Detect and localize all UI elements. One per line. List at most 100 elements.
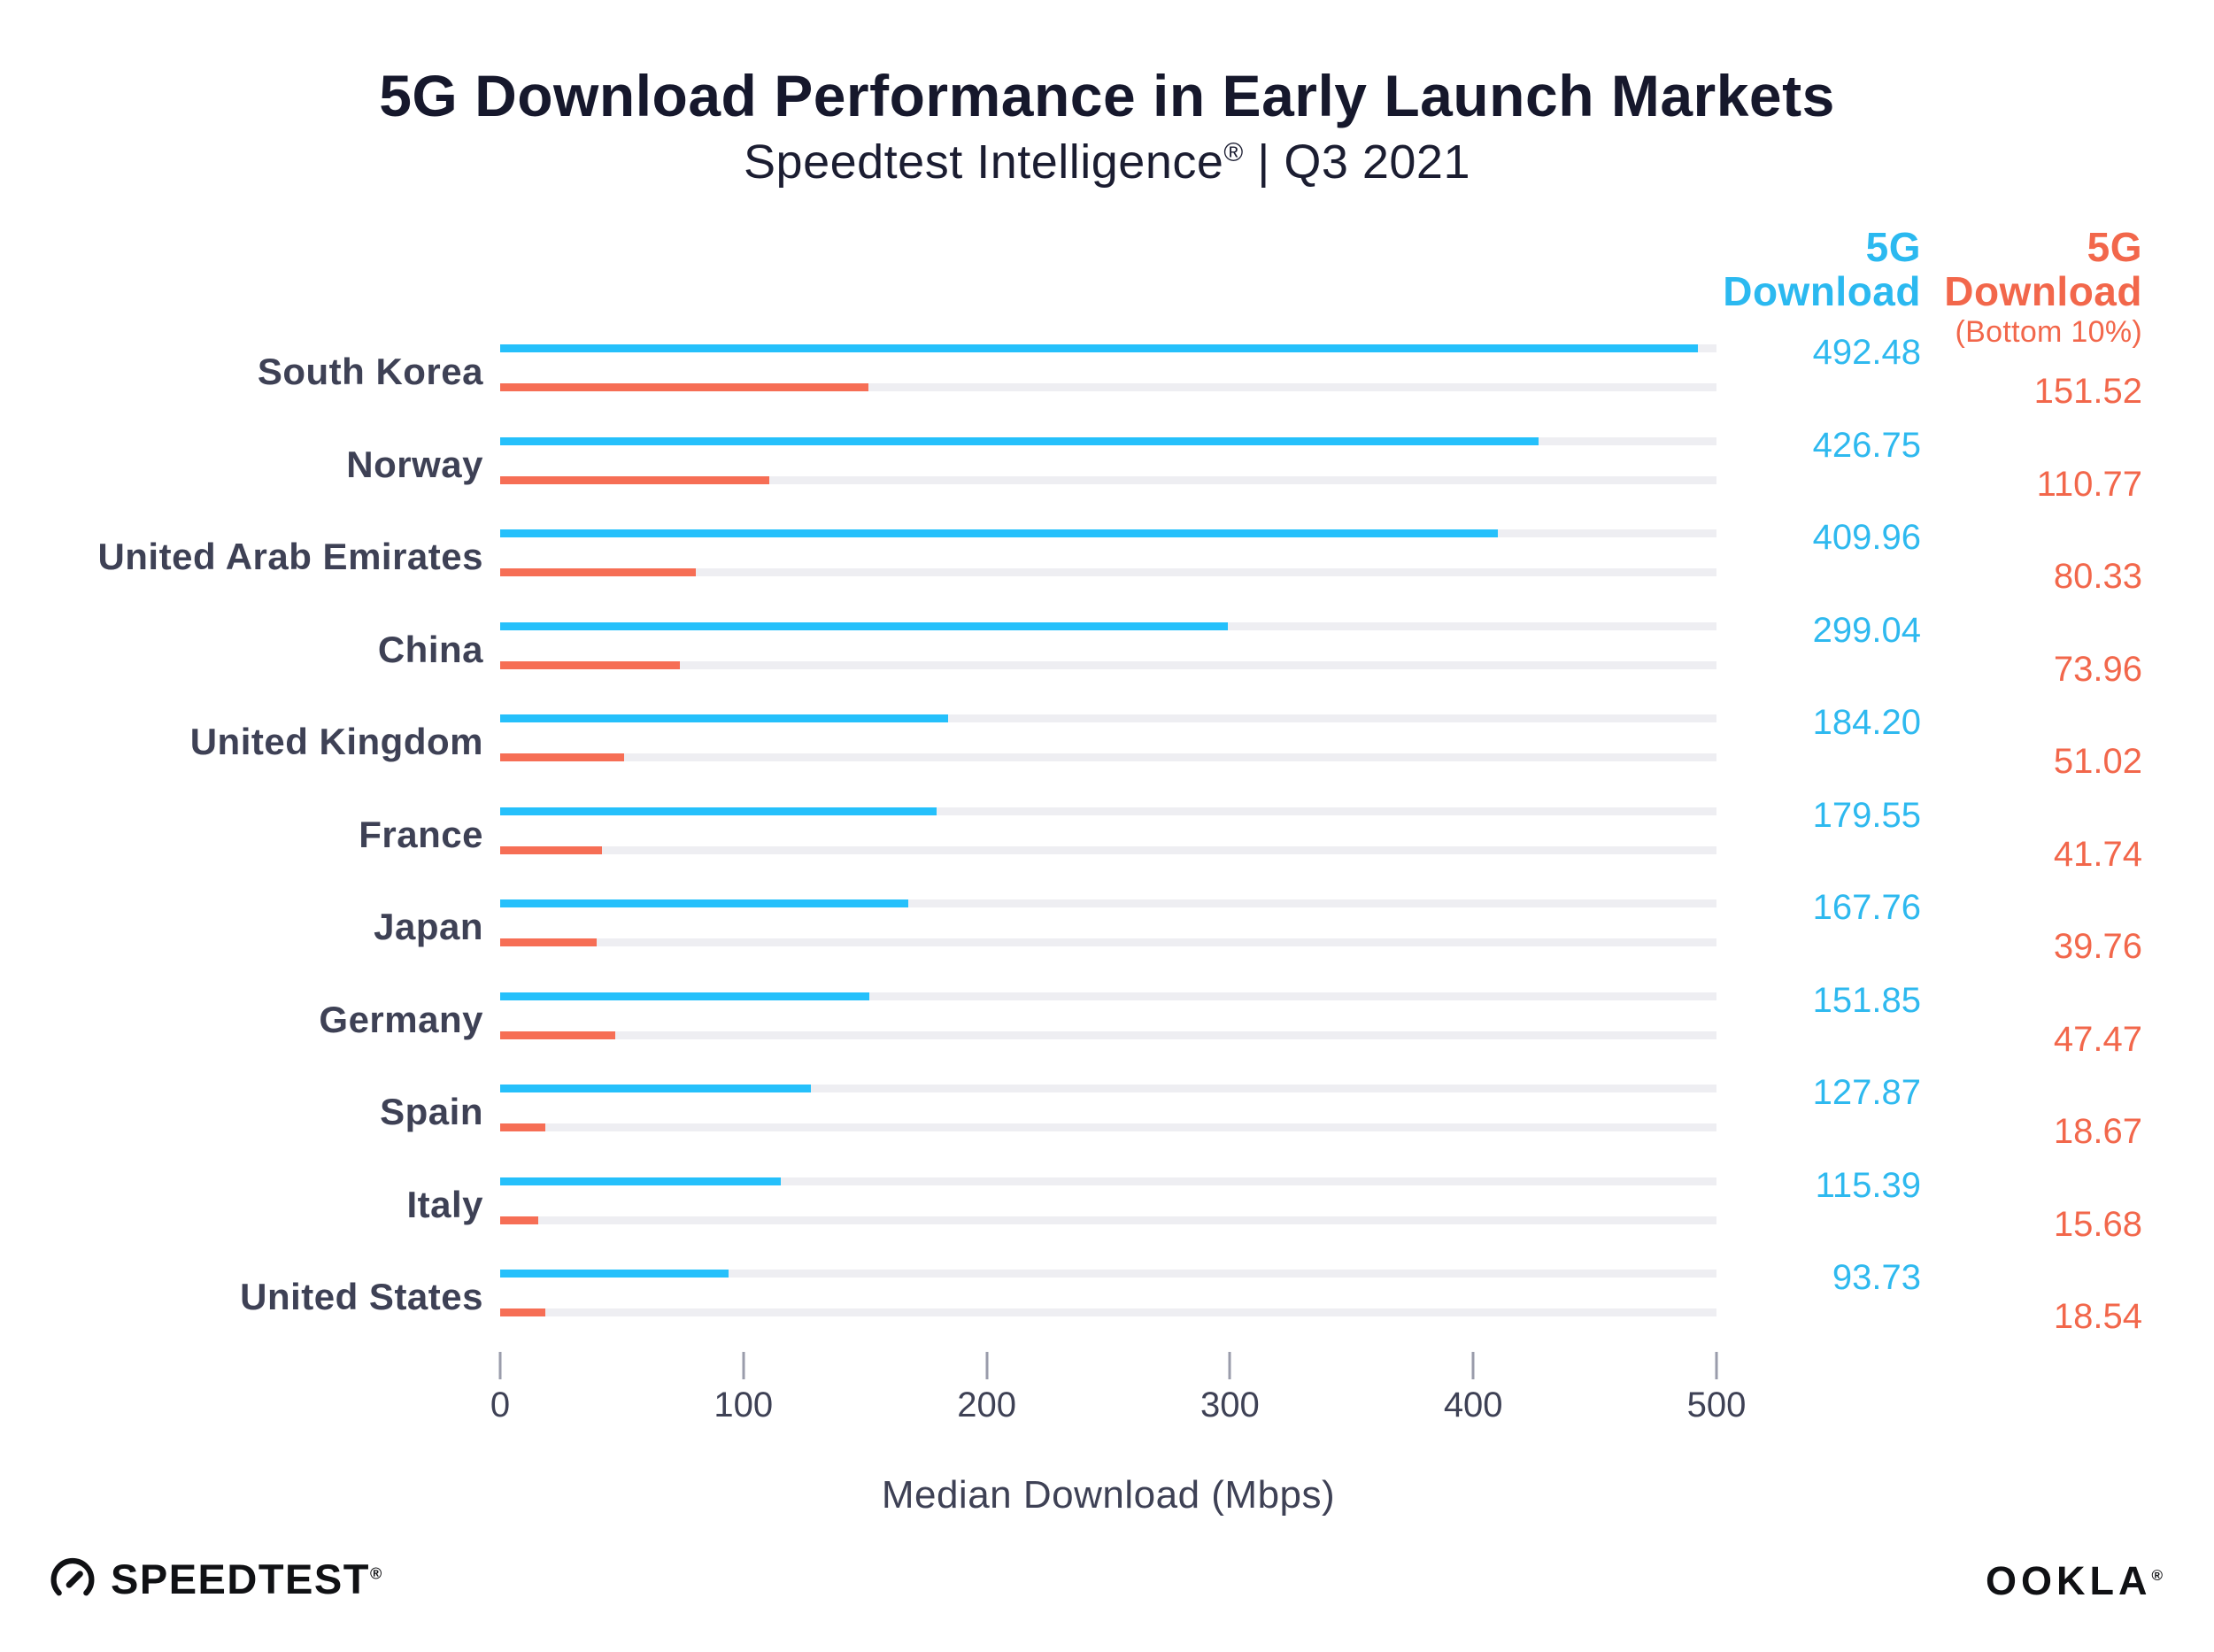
chart-row: United States 93.73 18.54	[0, 1258, 2214, 1354]
bar-5g-download-track	[500, 621, 1716, 630]
bar-5g-download	[500, 992, 870, 1000]
bar-5g-download-track	[500, 714, 1716, 722]
bar-5g-download-track	[500, 992, 1716, 1000]
country-label: France	[359, 813, 483, 855]
bar-5g-download	[500, 529, 1498, 537]
value-5g-download-bottom10: 47.47	[2053, 1019, 2142, 1059]
bar-5g-download-bottom10	[500, 1031, 616, 1039]
chart-row: Japan 167.76 39.76	[0, 888, 2214, 984]
x-axis-tick	[742, 1352, 745, 1379]
ookla-wordmark: OOKLA	[1985, 1558, 2152, 1603]
column-header-bottom10-line1: 5G	[2087, 224, 2142, 270]
subtitle-period: | Q3 2021	[1243, 135, 1470, 189]
bar-5g-download-track	[500, 436, 1716, 445]
bar-5g-download-bottom10-track	[500, 383, 1716, 391]
chart-row: France 179.55 41.74	[0, 795, 2214, 892]
bar-5g-download-track	[500, 807, 1716, 815]
value-5g-download: 179.55	[1812, 795, 1921, 835]
column-header-5g-download-line1: 5G	[1865, 224, 1921, 270]
bar-5g-download-bottom10	[500, 660, 681, 669]
bar-5g-download-bottom10	[500, 845, 602, 854]
chart-row: United Kingdom 184.20 51.02	[0, 703, 2214, 799]
bar-5g-download-bottom10	[500, 1123, 546, 1131]
bar-5g-download	[500, 344, 1699, 352]
value-5g-download: 184.20	[1812, 703, 1921, 742]
value-5g-download: 492.48	[1812, 333, 1921, 372]
country-label: Germany	[319, 998, 483, 1040]
bar-5g-download-bottom10	[500, 475, 770, 484]
ookla-registered-mark: ®	[2151, 1567, 2163, 1584]
column-header-5g-download-line2: Download	[1723, 268, 1921, 314]
value-5g-download: 127.87	[1812, 1073, 1921, 1112]
speedtest-registered-mark: ®	[369, 1564, 383, 1583]
bar-5g-download	[500, 899, 908, 907]
bar-5g-download-track	[500, 1270, 1716, 1278]
column-header-5g-download-bottom10: 5G Download (Bottom 10%)	[1944, 225, 2142, 351]
speedtest-logo: SPEEDTEST®	[49, 1555, 383, 1603]
value-5g-download-bottom10: 51.02	[2053, 742, 2142, 781]
chart-row: South Korea 492.48 151.52	[0, 333, 2214, 428]
country-label: United States	[240, 1276, 483, 1317]
value-5g-download: 93.73	[1832, 1258, 1921, 1297]
bar-5g-download-track	[500, 529, 1716, 537]
value-5g-download-bottom10: 41.74	[2053, 834, 2142, 874]
speedtest-gauge-icon	[50, 1557, 95, 1595]
value-5g-download: 115.39	[1815, 1165, 1921, 1205]
value-5g-download-bottom10: 110.77	[2036, 464, 2142, 504]
chart-row: Italy 115.39 15.68	[0, 1165, 2214, 1262]
x-axis-tick	[1715, 1352, 1718, 1379]
country-label: China	[377, 628, 483, 670]
chart-row: Germany 151.85 47.47	[0, 980, 2214, 1077]
bar-5g-download-bottom10-track	[500, 1031, 1716, 1039]
bar-5g-download-bottom10-track	[500, 1123, 1716, 1131]
x-axis-tick	[1228, 1352, 1231, 1379]
x-axis-tick-label: 200	[957, 1386, 1016, 1424]
value-5g-download-bottom10: 15.68	[2053, 1204, 2142, 1244]
value-5g-download-bottom10: 80.33	[2053, 557, 2142, 596]
value-5g-download: 409.96	[1812, 518, 1921, 557]
country-label: Italy	[406, 1183, 483, 1225]
chart-row: United Arab Emirates 409.96 80.33	[0, 518, 2214, 614]
chart-subtitle: Speedtest Intelligence® | Q3 2021	[0, 135, 2214, 189]
bar-5g-download-bottom10	[500, 383, 869, 391]
bar-5g-download-track	[500, 344, 1716, 352]
country-label: Japan	[374, 906, 483, 947]
bar-5g-download-bottom10-track	[500, 475, 1716, 484]
country-label: South Korea	[257, 351, 483, 392]
bar-5g-download	[500, 436, 1539, 445]
bar-5g-download	[500, 1085, 812, 1092]
bar-5g-download-bottom10-track	[500, 1308, 1716, 1316]
ookla-logo: OOKLA®	[1986, 1558, 2163, 1604]
speedtest-wordmark: SPEEDTEST®	[111, 1556, 383, 1602]
value-5g-download-bottom10: 151.52	[2033, 372, 2142, 411]
bar-5g-download-bottom10-track	[500, 753, 1716, 761]
country-label: United Arab Emirates	[97, 536, 483, 577]
value-5g-download-bottom10: 73.96	[2053, 649, 2142, 689]
bar-5g-download-bottom10	[500, 1216, 539, 1224]
bar-5g-download-track	[500, 899, 1716, 907]
bar-5g-download-bottom10-track	[500, 938, 1716, 946]
column-header-5g-download: 5G Download	[1723, 225, 1921, 313]
registered-mark: ®	[1223, 138, 1244, 167]
x-axis-tick-label: 300	[1200, 1386, 1260, 1424]
bar-5g-download-track	[500, 1085, 1716, 1092]
chart-row: Spain 127.87 18.67	[0, 1073, 2214, 1169]
value-5g-download: 167.76	[1812, 888, 1921, 927]
column-header-bottom10-note: (Bottom 10%)	[1955, 315, 2142, 349]
bar-5g-download-bottom10-track	[500, 660, 1716, 669]
x-axis-tick-label: 100	[714, 1386, 774, 1424]
value-5g-download: 426.75	[1812, 425, 1921, 465]
x-axis-tick-label: 0	[490, 1386, 511, 1424]
x-axis-tick	[985, 1352, 989, 1379]
subtitle-text: Speedtest Intelligence	[744, 135, 1224, 189]
value-5g-download: 151.85	[1812, 980, 1921, 1020]
bar-5g-download-bottom10	[500, 568, 696, 576]
bar-5g-download-bottom10	[500, 938, 598, 946]
bar-5g-download	[500, 714, 949, 722]
value-5g-download-bottom10: 18.54	[2053, 1297, 2142, 1336]
bar-5g-download-bottom10	[500, 753, 625, 761]
bar-5g-download	[500, 807, 937, 815]
bar-5g-download-track	[500, 1177, 1716, 1185]
chart-title: 5G Download Performance in Early Launch …	[379, 63, 1835, 128]
value-5g-download-bottom10: 39.76	[2053, 927, 2142, 966]
